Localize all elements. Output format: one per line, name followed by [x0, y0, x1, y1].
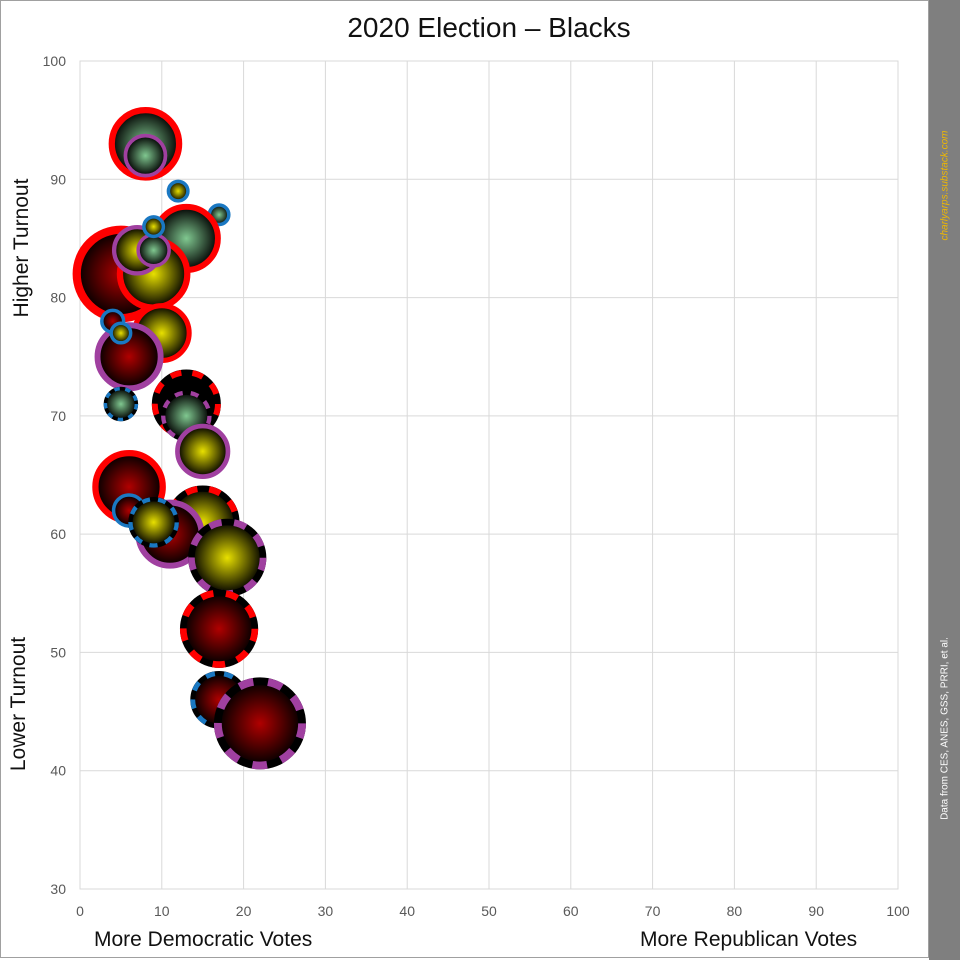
x-tick-label: 40	[399, 903, 415, 919]
bubble-point	[128, 497, 179, 548]
axis-ticks: 0 10 20 30 40 50 60 70 80 90 100 30 40 50 60 70 80 90 100	[43, 53, 910, 919]
credit-url: charlyarps.substack.com	[939, 130, 951, 241]
more-democratic-label: More Democratic Votes	[94, 928, 313, 951]
bubble-point	[103, 386, 139, 422]
bubble-point	[188, 518, 267, 597]
bubble-body	[109, 321, 133, 345]
bubble-ring	[179, 589, 259, 668]
x-tick-label: 100	[886, 903, 910, 919]
bubble-point	[175, 423, 231, 479]
bubble-point	[213, 677, 306, 770]
x-tick-label: 10	[154, 903, 170, 919]
y-tick-label: 70	[50, 408, 66, 424]
bubble-ring	[103, 386, 139, 422]
x-tick-label: 30	[318, 903, 334, 919]
y-tick-label: 30	[50, 881, 66, 897]
bubble-body	[166, 179, 190, 203]
bubble-point	[123, 133, 168, 178]
bubble-ring	[213, 677, 306, 770]
y-tick-label: 40	[50, 763, 66, 779]
bubble-body	[142, 215, 166, 239]
y-tick-label: 60	[50, 526, 66, 542]
y-tick-label: 90	[50, 171, 66, 187]
more-republican-label: More Republican Votes	[640, 928, 858, 951]
bubble-body	[136, 233, 171, 268]
y-tick-label: 50	[50, 644, 66, 660]
x-tick-label: 70	[645, 903, 661, 919]
bubble-body	[123, 133, 168, 178]
credit-data-source: Data from CES, ANES, GSS, PRRI, et al.	[939, 637, 951, 820]
side-credit-bar	[929, 0, 960, 960]
y-tick-label: 100	[43, 53, 67, 69]
bubble-point	[179, 589, 259, 668]
bubble-ring	[128, 497, 179, 548]
x-tick-label: 20	[236, 903, 252, 919]
x-tick-label: 50	[481, 903, 497, 919]
x-tick-label: 90	[808, 903, 824, 919]
x-tick-label: 80	[727, 903, 743, 919]
bubble-point	[142, 215, 166, 239]
y-tick-label: 80	[50, 290, 66, 306]
lower-turnout-label: Lower Turnout	[7, 636, 30, 772]
bubble-body	[175, 423, 231, 479]
higher-turnout-label: Higher Turnout	[10, 178, 33, 318]
x-tick-label: 0	[76, 903, 84, 919]
bubble-point	[166, 179, 190, 203]
bubble-point	[109, 321, 133, 345]
bubble-points	[72, 107, 306, 770]
x-tick-label: 60	[563, 903, 579, 919]
bubble-point	[136, 233, 171, 268]
chart-title: 2020 Election – Blacks	[347, 12, 631, 43]
